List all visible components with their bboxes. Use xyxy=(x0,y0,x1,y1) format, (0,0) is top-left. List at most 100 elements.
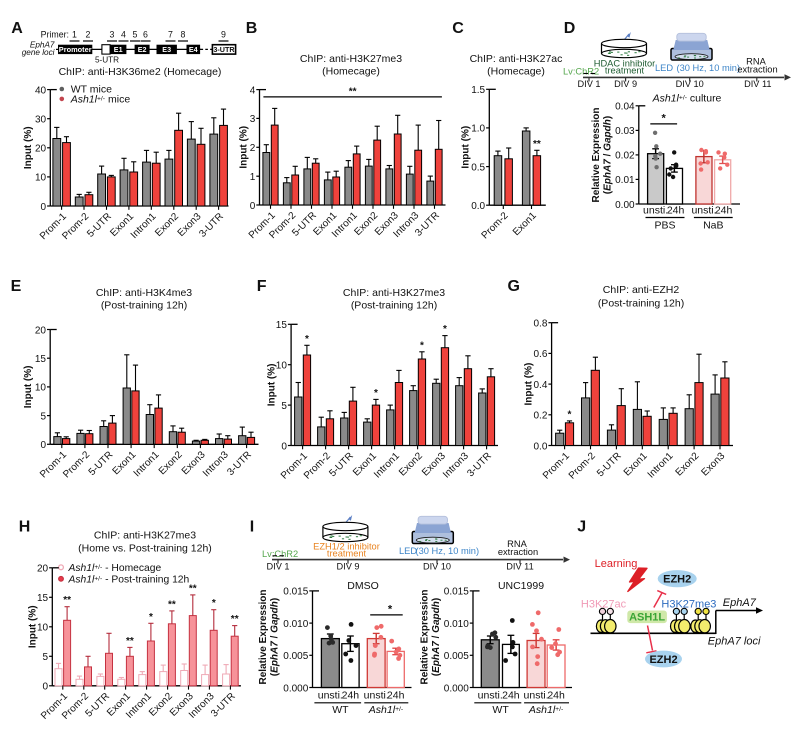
svg-text:H3K27me3: H3K27me3 xyxy=(661,599,716,611)
svg-text:24h: 24h xyxy=(547,690,565,702)
svg-text:Input (%): Input (%) xyxy=(23,126,34,169)
svg-text:ChIP: anti-H3K27ac: ChIP: anti-H3K27ac xyxy=(470,53,563,65)
svg-text:24h: 24h xyxy=(387,690,405,702)
svg-text:DIV 9: DIV 9 xyxy=(614,79,637,89)
svg-text:Ash1l+/- mice: Ash1l+/- mice xyxy=(70,94,131,106)
svg-text:C: C xyxy=(452,20,464,37)
svg-text:15: 15 xyxy=(37,593,49,604)
svg-text:unsti.: unsti. xyxy=(524,690,549,702)
svg-text:Relative Expression: Relative Expression xyxy=(258,589,269,684)
svg-text:extraction: extraction xyxy=(498,547,538,557)
svg-text:ASH1L: ASH1L xyxy=(629,611,665,623)
svg-text:Relative Expression: Relative Expression xyxy=(420,589,431,684)
svg-text:Lv:ChR2: Lv:ChR2 xyxy=(262,549,298,559)
svg-text:(Post-training 12h): (Post-training 12h) xyxy=(101,300,187,312)
svg-text:2: 2 xyxy=(86,30,91,40)
svg-text:0.015: 0.015 xyxy=(444,587,469,598)
svg-text:WT: WT xyxy=(332,704,349,716)
svg-text:treatment: treatment xyxy=(327,549,367,559)
svg-text:ChIP: anti-H3K27me3: ChIP: anti-H3K27me3 xyxy=(94,530,196,542)
svg-text:Input (%): Input (%) xyxy=(461,126,472,169)
svg-text:5: 5 xyxy=(40,411,46,422)
svg-text:7: 7 xyxy=(168,30,173,40)
svg-text:10: 10 xyxy=(35,173,47,184)
svg-text:5: 5 xyxy=(133,30,138,40)
svg-text:RNA: RNA xyxy=(507,539,527,549)
svg-text:*: * xyxy=(212,598,216,609)
svg-text:0.010: 0.010 xyxy=(444,619,469,630)
svg-text:Input (%): Input (%) xyxy=(27,605,38,648)
svg-text:20: 20 xyxy=(37,564,49,575)
svg-text:ChIP: anti-H3K27me3: ChIP: anti-H3K27me3 xyxy=(343,287,445,299)
svg-text:LED: LED xyxy=(399,546,417,556)
svg-text:(30 Hz, 10 min): (30 Hz, 10 min) xyxy=(416,546,480,556)
svg-text:0: 0 xyxy=(41,202,47,213)
svg-text:F: F xyxy=(257,278,267,295)
svg-text:0.6: 0.6 xyxy=(533,349,547,360)
svg-text:unsti.: unsti. xyxy=(318,690,343,702)
svg-text:DIV 10: DIV 10 xyxy=(676,79,704,89)
svg-text:1: 1 xyxy=(250,172,256,183)
svg-text:B: B xyxy=(246,20,258,37)
svg-text:DIV 9: DIV 9 xyxy=(337,561,360,571)
svg-text:Ash1l+/-: Ash1l+/- xyxy=(528,704,563,716)
svg-text:0: 0 xyxy=(281,441,287,452)
svg-text:24h: 24h xyxy=(715,205,733,217)
svg-text:20: 20 xyxy=(35,325,47,336)
svg-text:24h: 24h xyxy=(667,205,685,217)
svg-text:0.04: 0.04 xyxy=(615,102,635,113)
svg-text:unsti.: unsti. xyxy=(643,205,668,217)
svg-text:EZH2: EZH2 xyxy=(649,654,677,666)
svg-text:**: ** xyxy=(533,139,541,150)
svg-text:E1: E1 xyxy=(114,45,123,54)
svg-text:Input (%): Input (%) xyxy=(267,364,278,407)
svg-text:DIV 10: DIV 10 xyxy=(423,561,451,571)
svg-text:I: I xyxy=(250,518,254,535)
svg-text:0.0: 0.0 xyxy=(471,201,485,212)
svg-text:extraction: extraction xyxy=(737,65,777,75)
svg-text:10: 10 xyxy=(276,361,288,372)
svg-text:(EphA7 / Gapdh): (EphA7 / Gapdh) xyxy=(603,116,614,194)
svg-text:(Post-training 12h): (Post-training 12h) xyxy=(598,298,684,310)
svg-text:G: G xyxy=(508,278,520,295)
svg-text:A: A xyxy=(11,20,23,37)
svg-text:0.00: 0.00 xyxy=(615,200,635,211)
svg-text:Ash1l+/- - Homecage: Ash1l+/- - Homecage xyxy=(68,563,162,574)
svg-text:DIV 11: DIV 11 xyxy=(506,561,533,571)
svg-text:15: 15 xyxy=(276,320,288,331)
svg-text:Relative Expression: Relative Expression xyxy=(591,107,602,202)
svg-text:*: * xyxy=(305,334,309,345)
svg-text:20: 20 xyxy=(35,144,47,155)
svg-text:ChIP: anti-H3K36me2 (Homecage): ChIP: anti-H3K36me2 (Homecage) xyxy=(59,66,222,78)
svg-text:0.005: 0.005 xyxy=(444,651,469,662)
svg-text:**: ** xyxy=(63,595,71,606)
svg-text:Ash1l+/-: Ash1l+/- xyxy=(368,704,403,716)
svg-text:30: 30 xyxy=(35,115,47,126)
svg-text:Lv:ChR2: Lv:ChR2 xyxy=(563,66,599,76)
svg-text:E3: E3 xyxy=(162,45,171,54)
svg-text:WT: WT xyxy=(492,704,509,716)
svg-text:Primer:: Primer: xyxy=(41,30,69,40)
svg-text:DIV 11: DIV 11 xyxy=(744,79,771,89)
svg-text:EZH2: EZH2 xyxy=(663,574,691,586)
svg-text:0: 0 xyxy=(43,682,49,693)
svg-text:(Post-training 12h): (Post-training 12h) xyxy=(351,300,437,312)
svg-text:DIV 1: DIV 1 xyxy=(578,79,601,89)
svg-text:Ash1l+/- - Post-training 12h: Ash1l+/- - Post-training 12h xyxy=(68,575,190,586)
svg-text:DMSO: DMSO xyxy=(347,580,379,592)
svg-text:NaB: NaB xyxy=(703,220,723,232)
svg-text:0.005: 0.005 xyxy=(283,651,308,662)
svg-text:Input (%): Input (%) xyxy=(239,126,250,169)
svg-text:*: * xyxy=(443,324,447,335)
svg-text:*: * xyxy=(149,612,153,623)
svg-text:4: 4 xyxy=(121,30,126,40)
svg-text:0.03: 0.03 xyxy=(615,126,635,137)
svg-text:*: * xyxy=(420,340,424,351)
svg-text:15: 15 xyxy=(35,354,47,365)
svg-text:9: 9 xyxy=(221,30,226,40)
svg-text:3-UTR: 3-UTR xyxy=(213,45,235,54)
svg-text:**: ** xyxy=(126,636,134,647)
svg-text:(Homecage): (Homecage) xyxy=(322,66,380,78)
svg-text:H3K27ac: H3K27ac xyxy=(581,599,627,611)
svg-text:0: 0 xyxy=(40,440,46,451)
